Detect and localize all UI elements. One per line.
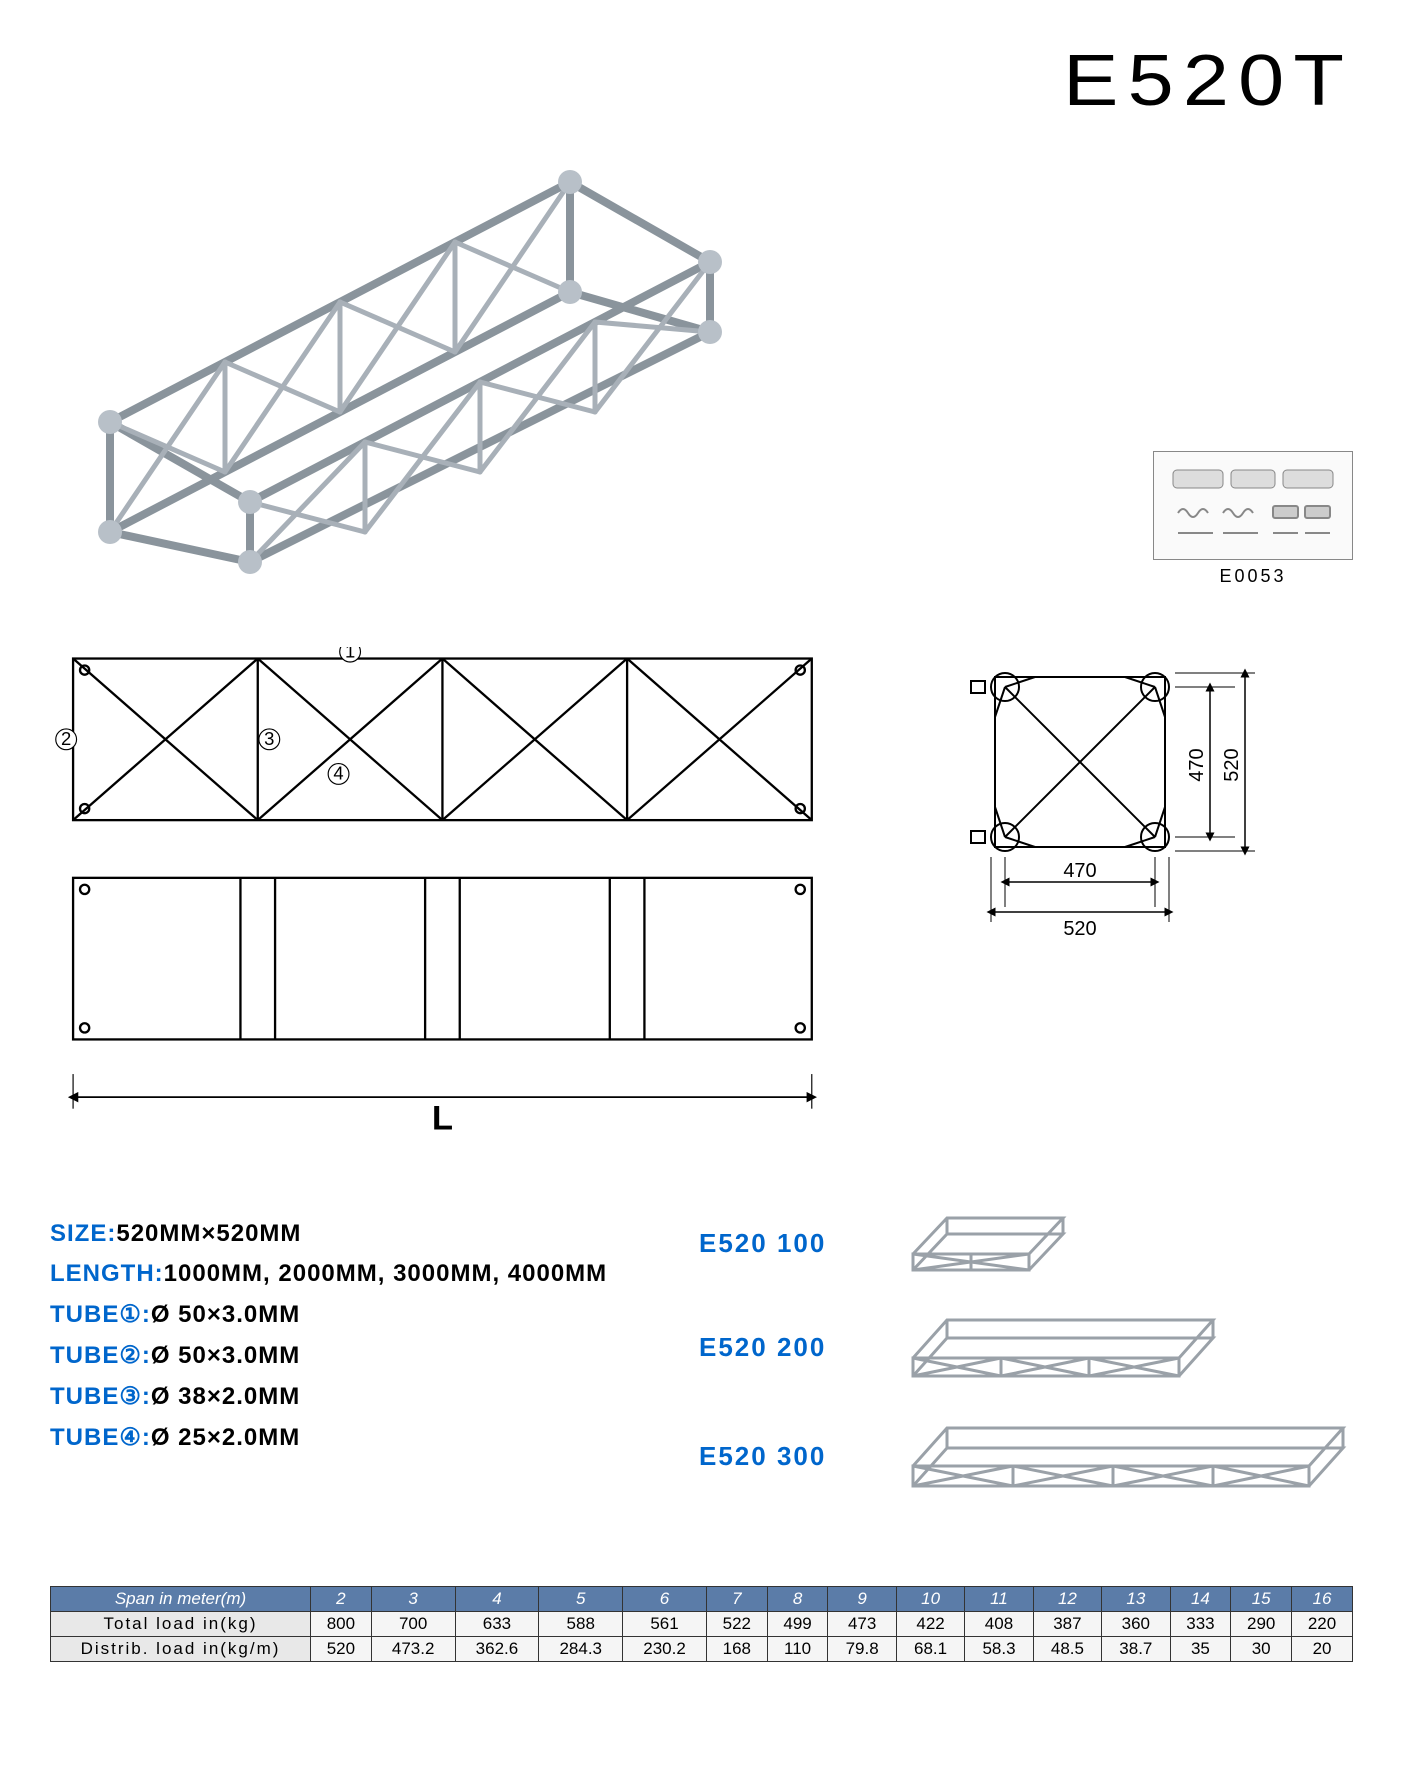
table-span-header: 9 xyxy=(828,1587,896,1612)
table-cell: 473 xyxy=(828,1612,896,1637)
accessory-code: E0053 xyxy=(1153,566,1353,587)
table-span-header: 7 xyxy=(706,1587,767,1612)
spec-value: Ø 38×2.0MM xyxy=(151,1383,300,1410)
variant-thumb xyxy=(903,1208,1073,1278)
length-symbol: L xyxy=(432,1099,453,1137)
table-cell: 422 xyxy=(896,1612,964,1637)
spec-value: Ø 50×3.0MM xyxy=(151,1301,300,1328)
variant-label: E520 200 xyxy=(699,1332,879,1363)
svg-text:470: 470 xyxy=(1186,748,1208,781)
svg-text:470: 470 xyxy=(1064,860,1097,882)
table-cell: 290 xyxy=(1231,1612,1292,1637)
table-cell: 35 xyxy=(1170,1637,1231,1662)
table-cell: 561 xyxy=(623,1612,707,1637)
variant-label: E520 100 xyxy=(699,1228,879,1259)
table-cell: 220 xyxy=(1292,1612,1353,1637)
side-view-drawings: 1 2 3 4 L xyxy=(50,647,858,1148)
table-cell: 68.1 xyxy=(896,1637,964,1662)
svg-text:3: 3 xyxy=(264,728,274,749)
table-row: Distrib. load in(kg/m)520473.2362.6284.3… xyxy=(51,1637,1353,1662)
table-cell: 408 xyxy=(965,1612,1033,1637)
spec-label: TUBE③: xyxy=(50,1383,151,1410)
table-cell: 58.3 xyxy=(965,1637,1033,1662)
load-table: Span in meter(m)2345678910111213141516 T… xyxy=(50,1586,1353,1662)
table-cell: 520 xyxy=(311,1637,372,1662)
spec-label: SIZE: xyxy=(50,1220,116,1247)
spec-list: SIZE:520MM×520MM LENGTH:1000MM, 2000MM, … xyxy=(50,1208,659,1526)
spec-label: LENGTH: xyxy=(50,1260,164,1287)
hero-truss-image xyxy=(50,162,1133,587)
table-cell: 230.2 xyxy=(623,1637,707,1662)
table-cell: 387 xyxy=(1033,1612,1101,1637)
spec-label: TUBE④: xyxy=(50,1424,151,1451)
variant-label: E520 300 xyxy=(699,1441,879,1472)
table-span-header: 16 xyxy=(1292,1587,1353,1612)
table-span-header: 13 xyxy=(1102,1587,1170,1612)
table-span-header: 6 xyxy=(623,1587,707,1612)
table-cell: 30 xyxy=(1231,1637,1292,1662)
table-cell: 333 xyxy=(1170,1612,1231,1637)
spec-value: Ø 25×2.0MM xyxy=(151,1424,300,1451)
svg-text:2: 2 xyxy=(61,728,71,749)
table-span-header: 14 xyxy=(1170,1587,1231,1612)
table-cell: 110 xyxy=(767,1637,828,1662)
table-row: Total load in(kg)80070063358856152249947… xyxy=(51,1612,1353,1637)
model-title: E520T xyxy=(1063,40,1353,122)
table-span-header: 4 xyxy=(455,1587,539,1612)
table-cell: 633 xyxy=(455,1612,539,1637)
table-cell: 522 xyxy=(706,1612,767,1637)
table-cell: 360 xyxy=(1102,1612,1170,1637)
svg-text:520: 520 xyxy=(1064,918,1097,940)
variant-list: E520 100 E520 200 xyxy=(699,1208,1353,1526)
table-span-header: 2 xyxy=(311,1587,372,1612)
table-cell: 284.3 xyxy=(539,1637,623,1662)
table-header-label: Span in meter(m) xyxy=(51,1587,311,1612)
svg-text:1: 1 xyxy=(345,647,355,661)
table-span-header: 8 xyxy=(767,1587,828,1612)
table-row-label: Total load in(kg) xyxy=(51,1612,311,1637)
spec-value: Ø 50×3.0MM xyxy=(151,1342,300,1369)
cross-section-drawing: 470 520 470 520 xyxy=(918,647,1353,1148)
table-cell: 48.5 xyxy=(1033,1637,1101,1662)
table-cell: 700 xyxy=(371,1612,455,1637)
svg-text:520: 520 xyxy=(1221,748,1243,781)
table-cell: 79.8 xyxy=(828,1637,896,1662)
table-cell: 168 xyxy=(706,1637,767,1662)
table-cell: 38.7 xyxy=(1102,1637,1170,1662)
table-span-header: 5 xyxy=(539,1587,623,1612)
table-cell: 499 xyxy=(767,1612,828,1637)
table-cell: 362.6 xyxy=(455,1637,539,1662)
table-span-header: 10 xyxy=(896,1587,964,1612)
svg-text:4: 4 xyxy=(333,763,343,784)
table-span-header: 3 xyxy=(371,1587,455,1612)
table-row-label: Distrib. load in(kg/m) xyxy=(51,1637,311,1662)
table-cell: 588 xyxy=(539,1612,623,1637)
spec-label: TUBE②: xyxy=(50,1342,151,1369)
accessory-kit: E0053 xyxy=(1153,451,1353,587)
variant-thumb xyxy=(903,1308,1223,1386)
spec-label: TUBE①: xyxy=(50,1301,151,1328)
table-span-header: 15 xyxy=(1231,1587,1292,1612)
table-cell: 20 xyxy=(1292,1637,1353,1662)
spec-value: 1000MM, 2000MM, 3000MM, 4000MM xyxy=(164,1260,608,1287)
table-cell: 473.2 xyxy=(371,1637,455,1662)
variant-thumb xyxy=(903,1416,1353,1496)
table-cell: 800 xyxy=(311,1612,372,1637)
spec-value: 520MM×520MM xyxy=(116,1220,301,1247)
table-span-header: 12 xyxy=(1033,1587,1101,1612)
table-span-header: 11 xyxy=(965,1587,1033,1612)
